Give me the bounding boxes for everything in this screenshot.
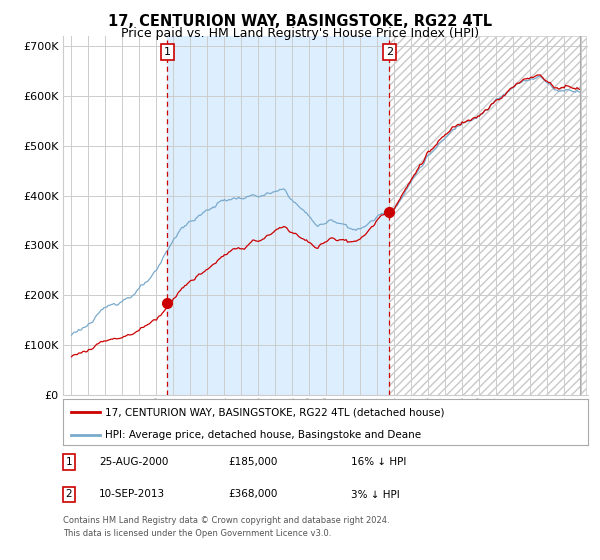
Text: 1: 1 — [164, 47, 171, 57]
Text: This data is licensed under the Open Government Licence v3.0.: This data is licensed under the Open Gov… — [63, 529, 331, 538]
Text: 25-AUG-2000: 25-AUG-2000 — [99, 457, 169, 467]
Text: 1: 1 — [65, 457, 73, 467]
Text: HPI: Average price, detached house, Basingstoke and Deane: HPI: Average price, detached house, Basi… — [105, 430, 421, 440]
Text: 17, CENTURION WAY, BASINGSTOKE, RG22 4TL (detached house): 17, CENTURION WAY, BASINGSTOKE, RG22 4TL… — [105, 407, 445, 417]
Text: Price paid vs. HM Land Registry's House Price Index (HPI): Price paid vs. HM Land Registry's House … — [121, 27, 479, 40]
Text: 2: 2 — [65, 489, 73, 500]
Text: 17, CENTURION WAY, BASINGSTOKE, RG22 4TL: 17, CENTURION WAY, BASINGSTOKE, RG22 4TL — [108, 14, 492, 29]
Text: 10-SEP-2013: 10-SEP-2013 — [99, 489, 165, 500]
Text: Contains HM Land Registry data © Crown copyright and database right 2024.: Contains HM Land Registry data © Crown c… — [63, 516, 389, 525]
Text: £185,000: £185,000 — [228, 457, 277, 467]
Text: £368,000: £368,000 — [228, 489, 277, 500]
Bar — [389, 36, 586, 395]
Text: 3% ↓ HPI: 3% ↓ HPI — [351, 489, 400, 500]
Text: 2: 2 — [386, 47, 393, 57]
Bar — [167, 36, 389, 395]
Text: 16% ↓ HPI: 16% ↓ HPI — [351, 457, 406, 467]
